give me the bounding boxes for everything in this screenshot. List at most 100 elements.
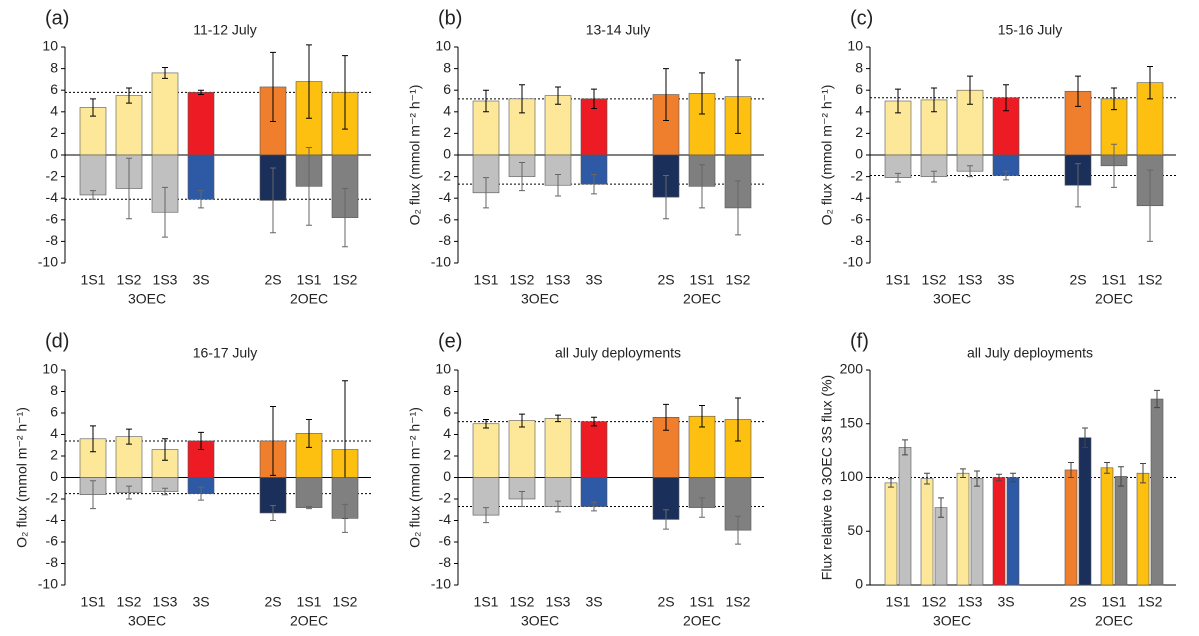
error-bar (895, 172, 901, 183)
error-bar (519, 162, 525, 192)
error-bar (1154, 389, 1160, 409)
error-bar (591, 173, 597, 195)
y-tick-label: 6 (443, 81, 451, 97)
error-bar (931, 87, 937, 113)
error-bar (1010, 472, 1016, 483)
panel: (d) 16-17 July O₂ flux (mmol m⁻² h⁻¹) -10 -8… (14, 330, 371, 629)
bar (295, 433, 323, 478)
error-bar (270, 406, 276, 476)
error-bar (1082, 427, 1088, 448)
y-tick-label: -4 (851, 189, 864, 205)
y-axis-label: O₂ flux (mmol m⁻² h⁻¹) (14, 407, 30, 548)
group-label: 2OEC (290, 291, 328, 307)
error-bar (483, 89, 489, 113)
y-tick-label: -4 (46, 511, 59, 527)
y-tick-label: -4 (439, 189, 452, 205)
x-tick-label: 3S (585, 594, 602, 610)
error-bar (699, 164, 705, 209)
error-bar (591, 501, 597, 512)
error-bar (342, 55, 348, 130)
panel-title: 15-16 July (998, 22, 1063, 38)
y-axis-label: O₂ flux (mmol m⁻² h⁻¹) (407, 407, 423, 548)
panel-label: (d) (45, 330, 69, 352)
error-bar (90, 190, 96, 200)
y-tick-label: 0 (855, 146, 863, 162)
bar (151, 72, 179, 156)
y-tick-label: 8 (443, 382, 451, 398)
bar (1150, 398, 1164, 586)
x-tick-label: 1S2 (117, 594, 142, 610)
y-tick-label: -10 (431, 254, 451, 270)
y-tick-label: 8 (50, 382, 58, 398)
bar (898, 447, 912, 586)
error-bar (519, 413, 525, 428)
error-bar (198, 190, 204, 209)
panel: (a) 11-12 July -10 -8 -6 -4 -2 0 2 4 6 8 10 1S1 1S2 1S3… (38, 7, 371, 307)
error-bar (591, 416, 597, 427)
x-tick-label: 1S2 (333, 594, 358, 610)
error-bar (555, 500, 561, 513)
y-tick-label: -8 (851, 232, 864, 248)
error-bar (126, 428, 132, 445)
panel-label: (f) (850, 330, 869, 352)
group-label: 2OEC (1095, 291, 1133, 307)
panel: (f) all July deployments Flux relative to … (819, 330, 1176, 629)
y-tick-label: -2 (851, 167, 864, 183)
y-axis-label: Flux relative to 3OEC 3S flux (%) (819, 375, 835, 580)
x-tick-label: 1S1 (1102, 272, 1127, 288)
error-bar (519, 490, 525, 508)
y-axis-label: O₂ flux (mmol m⁻² h⁻¹) (819, 85, 835, 226)
bar (920, 478, 934, 586)
error-bar (198, 486, 204, 501)
x-tick-label: 1S3 (546, 272, 571, 288)
bar (992, 477, 1006, 586)
error-bar (1003, 170, 1009, 181)
x-tick-label: 2S (264, 272, 281, 288)
bar (1136, 472, 1150, 586)
panel: (c) 15-16 July O₂ flux (mmol m⁻² h⁻¹) -10 -8… (819, 7, 1176, 307)
y-tick-label: 2 (443, 124, 451, 140)
x-tick-label: 2S (657, 594, 674, 610)
error-bar (90, 98, 96, 117)
group-label: 2OEC (683, 613, 721, 629)
y-tick-label: -10 (38, 254, 58, 270)
panel-title: all July deployments (967, 345, 1093, 361)
y-tick-label: -2 (439, 167, 452, 183)
error-bar (198, 89, 204, 96)
bar (79, 154, 107, 196)
x-tick-label: 1S3 (153, 272, 178, 288)
group-label: 3OEC (128, 291, 166, 307)
error-bar (483, 507, 489, 524)
error-bar (483, 418, 489, 429)
panel-label: (b) (438, 7, 462, 29)
y-tick-label: 4 (443, 103, 451, 119)
error-bar (1111, 87, 1117, 111)
error-bar (699, 404, 705, 428)
y-tick-label: -8 (439, 232, 452, 248)
panel-label: (e) (438, 330, 462, 352)
y-tick-label: 10 (435, 38, 451, 54)
panel: (e) all July deployments O₂ flux (mmol m⁻²… (407, 330, 764, 629)
bar (1064, 469, 1078, 586)
y-tick-label: 2 (855, 124, 863, 140)
y-tick-label: 4 (50, 103, 58, 119)
error-bar (663, 509, 669, 530)
y-tick-label: 0 (443, 146, 451, 162)
error-bar (1111, 143, 1117, 188)
x-tick-label: 2S (657, 272, 674, 288)
error-bar (555, 86, 561, 105)
x-tick-label: 2S (264, 594, 281, 610)
error-bar (996, 473, 1002, 482)
x-tick-label: 1S1 (886, 594, 911, 610)
y-tick-label: 6 (50, 404, 58, 420)
error-bar (1003, 84, 1009, 112)
error-bar (162, 438, 168, 461)
x-tick-label: 1S1 (690, 594, 715, 610)
x-tick-label: 1S2 (922, 594, 947, 610)
y-tick-label: 4 (855, 103, 863, 119)
error-bar (162, 67, 168, 79)
y-tick-label: 10 (42, 38, 58, 54)
bar (295, 477, 323, 508)
y-tick-label: 8 (443, 59, 451, 75)
